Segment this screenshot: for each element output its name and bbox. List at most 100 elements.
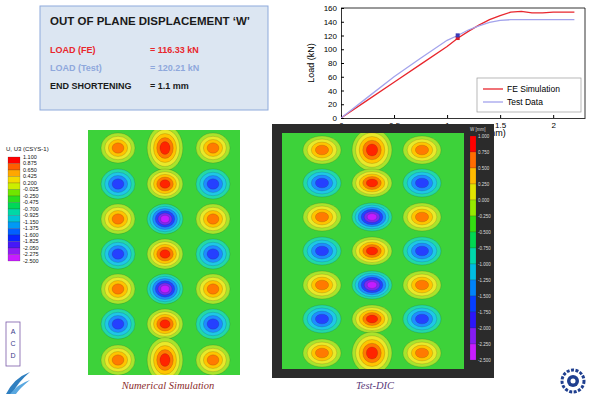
contour-level <box>150 242 179 267</box>
contour-level <box>407 172 437 194</box>
contour-level <box>315 145 328 155</box>
contour-level <box>403 339 441 367</box>
colorbar-band <box>8 255 20 262</box>
contour-level <box>150 206 180 231</box>
contour-level <box>303 339 341 367</box>
info-label: END SHORTENING <box>50 81 132 91</box>
contour-level <box>359 310 385 328</box>
tick-mark <box>341 22 344 23</box>
y-tick: 0 <box>333 114 344 123</box>
colorbar-band <box>470 264 476 280</box>
contour-level <box>203 211 222 228</box>
colorbar-label: -0.250 <box>478 214 491 219</box>
colorbar-band <box>470 200 476 216</box>
contour-level <box>411 243 432 259</box>
contour-level <box>196 345 230 375</box>
contour-level <box>147 309 183 339</box>
tick-mark <box>341 91 344 92</box>
contour-level <box>403 271 441 299</box>
contour-level <box>203 246 222 263</box>
colorbar-label: -0.700 <box>23 206 39 212</box>
contour-level <box>403 305 441 333</box>
legend-label: FE Simulation <box>507 84 560 94</box>
frame <box>341 8 585 9</box>
contour-level <box>200 172 227 195</box>
contour-level <box>361 209 383 224</box>
contour-level <box>157 247 174 261</box>
contour-level <box>366 347 377 359</box>
contour-level <box>200 277 227 300</box>
colorbar-label: -1.825 <box>23 238 39 244</box>
slide: OUT OF PLANE DISPLACEMENT ‘W’LOAD (FE)= … <box>0 0 600 399</box>
colorbar-band <box>470 344 476 360</box>
contour-level <box>315 212 328 222</box>
axis-line <box>342 118 586 119</box>
contour-level <box>311 311 332 327</box>
contour-level <box>147 338 183 376</box>
y-axis: 020406080100120140160 <box>324 4 344 123</box>
colorbar-band <box>8 164 20 171</box>
contour-level <box>112 319 124 329</box>
colorbar-title: U, U3 (CSYS-1) <box>6 146 49 152</box>
contour-level <box>154 174 177 193</box>
contour-level <box>101 309 135 339</box>
contour-level <box>411 142 432 158</box>
colorbar-band <box>8 235 20 242</box>
colorbar-label: -2.500 <box>23 258 39 264</box>
colorbar-label: -2.000 <box>478 326 491 331</box>
contour-level <box>407 206 437 228</box>
contour-level <box>105 312 132 335</box>
contour-level <box>411 277 432 293</box>
colorbar-label: -1.000 <box>478 262 491 267</box>
tick-label: 20 <box>328 100 337 109</box>
wing-icon <box>10 380 30 394</box>
colorbar-label: -2.275 <box>23 251 39 257</box>
gear-ring <box>562 370 584 392</box>
tick-label: 60 <box>328 73 337 82</box>
contour-level <box>101 274 135 304</box>
contour-level <box>415 348 428 358</box>
y-tick: 40 <box>328 87 344 96</box>
contour-level <box>415 314 428 324</box>
contour-level <box>147 130 183 171</box>
colorbar-band <box>470 328 476 344</box>
contour-level <box>105 136 132 159</box>
tick-label: 140 <box>324 18 338 27</box>
contour-level <box>415 145 428 155</box>
colorbar-band <box>8 229 20 236</box>
colorbar-label: -0.925 <box>23 212 39 218</box>
y-tick: 160 <box>324 4 344 13</box>
tick-label: 160 <box>324 4 338 13</box>
contour-level <box>105 207 132 230</box>
contour-level <box>147 204 183 234</box>
contour-level <box>407 274 437 296</box>
tick-label: 40 <box>328 87 337 96</box>
info-box: OUT OF PLANE DISPLACEMENT ‘W’LOAD (FE)= … <box>40 6 268 110</box>
x-tick: 2 <box>551 115 556 130</box>
colorbar-band <box>470 216 476 232</box>
tick-label: 2 <box>551 121 556 130</box>
colorbar-label: -1.750 <box>478 310 491 315</box>
contour-level <box>112 249 124 259</box>
tick-mark <box>500 115 501 118</box>
logo-box <box>6 322 20 366</box>
logo-letter: A <box>11 328 16 335</box>
gear-center <box>571 379 576 384</box>
contour-level <box>207 214 219 224</box>
contour-level <box>307 342 337 364</box>
contour-level <box>403 237 441 265</box>
colorbar: W [mm]1.0000.7500.5000.2500.000-0.250-0.… <box>470 127 491 363</box>
colorbar-label: -1.500 <box>478 294 491 299</box>
colorbar-label: 1.100 <box>23 154 37 160</box>
highlight-point <box>456 33 460 37</box>
contour-level <box>359 340 385 367</box>
colorbar-band <box>470 184 476 200</box>
contour-level <box>407 342 437 364</box>
contour-level <box>359 174 385 192</box>
contour-level <box>196 169 230 199</box>
colorbar-label: 0.000 <box>478 198 490 203</box>
contour-level <box>207 284 219 294</box>
contour-level <box>157 317 174 331</box>
contour-level <box>203 316 222 333</box>
contour-level <box>157 350 174 371</box>
